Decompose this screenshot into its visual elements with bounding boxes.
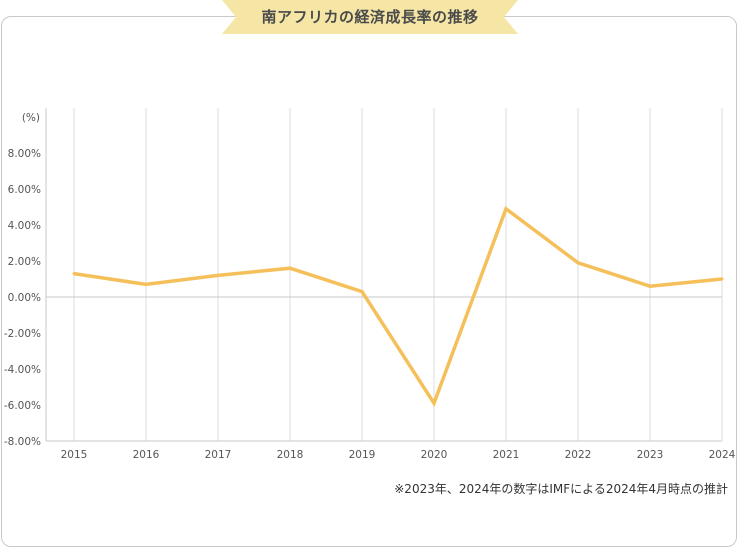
series-line [73, 205, 723, 408]
x-tick-label: 2016 [133, 449, 160, 461]
title-ribbon: 南アフリカの経済成長率の推移 [222, 0, 518, 34]
data-point [576, 261, 580, 265]
data-point [72, 272, 76, 276]
x-tick-label: 2020 [421, 449, 448, 461]
data-point [288, 266, 292, 270]
x-tick-label: 2021 [493, 449, 520, 461]
data-point [360, 290, 364, 294]
footnote: ※2023年、2024年の数字はIMFによる2024年4月時点の推計 [394, 482, 728, 496]
x-tick-label: 2018 [277, 449, 304, 461]
data-point [720, 277, 724, 281]
y-tick-label: 2.00% [8, 256, 41, 268]
x-tick-label: 2019 [349, 449, 376, 461]
y-tick-label: 4.00% [8, 220, 41, 232]
x-tick-label: 2023 [637, 449, 664, 461]
x-tick-label: 2024 [709, 449, 736, 461]
y-tick-label: -6.00% [4, 400, 41, 412]
chart-title: 南アフリカの経済成長率の推移 [261, 8, 479, 26]
data-point [648, 284, 652, 288]
data-point [504, 207, 508, 211]
data-point [144, 282, 148, 286]
x-tick-label: 2015 [61, 449, 88, 461]
y-tick-label: -8.00% [4, 436, 41, 448]
y-axis-unit-label: (%) [22, 112, 40, 124]
y-tick-label: 6.00% [8, 184, 41, 196]
data-point [432, 401, 436, 405]
y-tick-label: -2.00% [4, 328, 41, 340]
y-tick-label: -4.00% [4, 364, 41, 376]
y-tick-label: 8.00% [8, 148, 41, 160]
x-tick-label: 2017 [205, 449, 232, 461]
y-tick-label: 0.00% [8, 292, 41, 304]
ribbon-shape [222, 0, 518, 34]
x-tick-label: 2022 [565, 449, 592, 461]
data-point [216, 273, 220, 277]
